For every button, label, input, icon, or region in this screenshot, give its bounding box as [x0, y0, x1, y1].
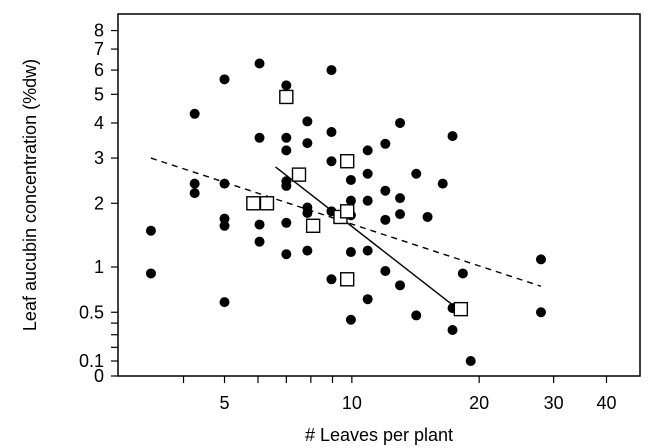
x-axis-ticks: 5 10 20 30 40 — [182, 376, 617, 413]
data-point-circle — [535, 307, 546, 318]
data-point-circle — [254, 132, 265, 143]
x-tick-label: 40 — [596, 393, 616, 413]
data-point-circle — [457, 268, 468, 279]
y-tick-label: 0.5 — [79, 302, 104, 322]
data-point-circle — [189, 178, 200, 189]
solid-regression-line — [275, 166, 452, 305]
data-point-circle — [362, 145, 373, 156]
data-points — [145, 58, 546, 367]
y-tick-label: 0 — [94, 366, 104, 386]
data-point-circle — [362, 195, 373, 206]
y-tick-label: 7 — [94, 39, 104, 59]
data-point-circle — [281, 132, 292, 143]
data-point-circle — [345, 174, 356, 185]
data-point-circle — [345, 247, 356, 258]
data-point-circle — [395, 117, 406, 128]
y-tick-label: 5 — [94, 84, 104, 104]
data-point-circle — [395, 280, 406, 291]
data-point-circle — [326, 127, 337, 138]
data-point-circle — [281, 180, 292, 191]
data-point-circle — [465, 356, 476, 367]
y-tick-label: 6 — [94, 60, 104, 80]
data-point-circle — [219, 74, 230, 85]
x-axis-label: # Leaves per plant — [305, 425, 453, 445]
data-point-square — [339, 154, 355, 169]
data-point-circle — [362, 294, 373, 305]
data-point-circle — [219, 213, 230, 224]
data-point-circle — [326, 274, 337, 285]
data-point-circle — [380, 214, 391, 225]
x-tick-label: 5 — [220, 393, 230, 413]
data-point-circle — [302, 245, 313, 256]
fit-lines — [150, 157, 542, 305]
data-point-circle — [281, 249, 292, 260]
data-point-circle — [145, 268, 156, 279]
data-point-circle — [380, 138, 391, 149]
data-point-square — [246, 196, 261, 211]
data-point-circle — [219, 220, 230, 231]
data-point-square — [339, 204, 355, 219]
x-tick-label: 10 — [342, 393, 362, 413]
data-point-circle — [219, 178, 230, 189]
data-point-circle — [395, 193, 406, 204]
dashed-regression-line — [150, 157, 542, 287]
y-tick-label: 2 — [94, 193, 104, 213]
data-point-square — [259, 196, 275, 211]
data-point-square — [279, 89, 294, 105]
data-point-circle — [411, 310, 422, 321]
data-point-circle — [447, 324, 458, 335]
data-point-circle — [422, 211, 433, 222]
data-point-circle — [189, 188, 200, 199]
data-point-circle — [326, 65, 337, 76]
y-tick-label: 4 — [94, 113, 104, 133]
data-point-circle — [345, 195, 356, 206]
data-point-circle — [281, 217, 292, 228]
data-point-circle — [411, 168, 422, 179]
data-point-circle — [302, 138, 313, 149]
data-point-circle — [380, 185, 391, 196]
x-tick-label: 30 — [544, 393, 564, 413]
data-point-circle — [395, 209, 406, 220]
y-tick-label: 0.1 — [79, 351, 104, 371]
data-point-circle — [281, 145, 292, 156]
data-point-circle — [362, 168, 373, 179]
y-tick-label: 8 — [94, 21, 104, 41]
data-point-square — [305, 218, 321, 233]
data-point-circle — [254, 236, 265, 247]
data-point-circle — [535, 254, 546, 265]
y-axis-ticks: 00.1 0.5 1 2 3 4 5 678 — [79, 21, 118, 386]
data-point-circle — [254, 219, 265, 230]
data-point-circle — [380, 266, 391, 277]
data-point-circle — [281, 80, 292, 91]
data-point-square — [291, 167, 307, 182]
y-tick-label: 3 — [94, 148, 104, 168]
data-point-circle — [219, 297, 230, 308]
data-point-circle — [145, 225, 156, 236]
data-point-circle — [326, 156, 337, 167]
x-tick-label: 20 — [469, 393, 489, 413]
data-point-circle — [447, 131, 458, 142]
y-axis-label: Leaf aucubin concentration (%dw) — [20, 59, 40, 331]
data-point-circle — [254, 58, 265, 69]
plot-frame — [117, 13, 641, 377]
data-point-square — [453, 301, 469, 317]
y-tick-label: 1 — [94, 257, 104, 277]
data-point-circle — [362, 245, 373, 256]
data-point-circle — [345, 314, 356, 325]
data-point-square — [339, 272, 355, 287]
data-point-circle — [189, 108, 200, 119]
data-point-circle — [302, 116, 313, 127]
data-point-circle — [437, 178, 448, 189]
data-point-circle — [302, 208, 313, 219]
